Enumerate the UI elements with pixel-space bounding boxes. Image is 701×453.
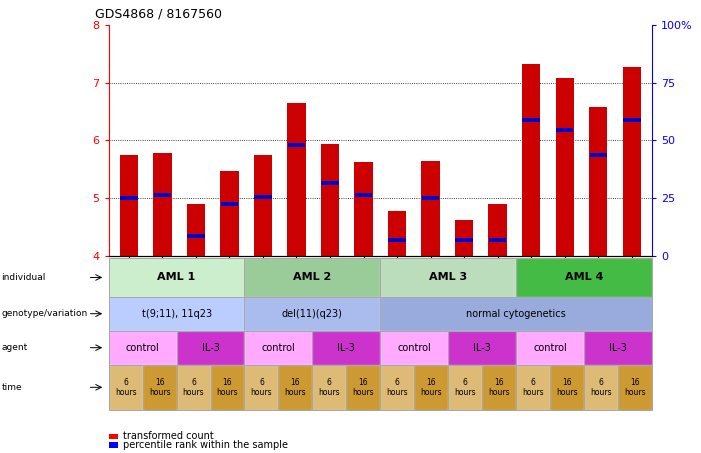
Bar xyxy=(456,238,473,242)
Text: 16
hours: 16 hours xyxy=(285,378,306,397)
Text: 6
hours: 6 hours xyxy=(454,378,476,397)
Text: time: time xyxy=(1,383,22,392)
Bar xyxy=(221,202,238,206)
Bar xyxy=(354,162,373,256)
Bar xyxy=(153,153,172,256)
Text: IL-3: IL-3 xyxy=(609,342,627,353)
Bar xyxy=(589,107,608,256)
Bar xyxy=(220,171,238,256)
Bar xyxy=(186,204,205,256)
Text: 6
hours: 6 hours xyxy=(318,378,340,397)
Text: genotype/variation: genotype/variation xyxy=(1,309,88,318)
Text: 6
hours: 6 hours xyxy=(522,378,544,397)
Text: 16
hours: 16 hours xyxy=(149,378,170,397)
Text: 6
hours: 6 hours xyxy=(590,378,612,397)
Text: control: control xyxy=(261,342,295,353)
Bar xyxy=(590,153,607,157)
Bar xyxy=(489,238,506,242)
Bar xyxy=(556,128,573,132)
Bar xyxy=(355,193,372,198)
Text: percentile rank within the sample: percentile rank within the sample xyxy=(123,439,288,450)
Bar xyxy=(522,64,540,256)
Text: control: control xyxy=(125,342,160,353)
Bar xyxy=(254,155,272,256)
Text: 6
hours: 6 hours xyxy=(251,378,272,397)
Text: 16
hours: 16 hours xyxy=(489,378,510,397)
Bar xyxy=(623,118,641,122)
Bar xyxy=(422,196,440,200)
Bar xyxy=(522,118,540,122)
Bar xyxy=(321,181,339,185)
Bar xyxy=(154,193,171,198)
Text: 16
hours: 16 hours xyxy=(624,378,646,397)
Bar xyxy=(388,238,406,242)
Text: 16
hours: 16 hours xyxy=(421,378,442,397)
Text: control: control xyxy=(533,342,567,353)
Bar xyxy=(555,78,574,256)
Text: AML 2: AML 2 xyxy=(293,272,332,283)
Text: IL-3: IL-3 xyxy=(202,342,219,353)
Bar xyxy=(120,196,137,200)
Text: IL-3: IL-3 xyxy=(337,342,355,353)
Text: AML 3: AML 3 xyxy=(429,272,468,283)
Text: del(11)(q23): del(11)(q23) xyxy=(282,308,343,319)
Bar xyxy=(187,234,205,238)
Text: AML 4: AML 4 xyxy=(565,272,603,283)
Text: GDS4868 / 8167560: GDS4868 / 8167560 xyxy=(95,7,222,20)
Text: agent: agent xyxy=(1,343,27,352)
Bar xyxy=(421,161,440,256)
Bar xyxy=(287,143,305,147)
Text: 16
hours: 16 hours xyxy=(217,378,238,397)
Text: 16
hours: 16 hours xyxy=(353,378,374,397)
Text: individual: individual xyxy=(1,273,46,282)
Text: 6
hours: 6 hours xyxy=(183,378,205,397)
Text: normal cytogenetics: normal cytogenetics xyxy=(466,308,566,319)
Bar xyxy=(622,67,641,256)
Bar xyxy=(120,155,138,256)
Text: transformed count: transformed count xyxy=(123,431,214,442)
Bar xyxy=(489,204,507,256)
Bar xyxy=(321,145,339,256)
Text: control: control xyxy=(397,342,431,353)
Bar xyxy=(388,211,407,256)
Text: 16
hours: 16 hours xyxy=(556,378,578,397)
Text: 6
hours: 6 hours xyxy=(386,378,408,397)
Bar xyxy=(455,220,473,256)
Bar xyxy=(254,195,272,199)
Text: AML 1: AML 1 xyxy=(158,272,196,283)
Text: IL-3: IL-3 xyxy=(473,342,491,353)
Bar xyxy=(287,103,306,256)
Text: t(9;11), 11q23: t(9;11), 11q23 xyxy=(142,308,212,319)
Text: 6
hours: 6 hours xyxy=(115,378,137,397)
